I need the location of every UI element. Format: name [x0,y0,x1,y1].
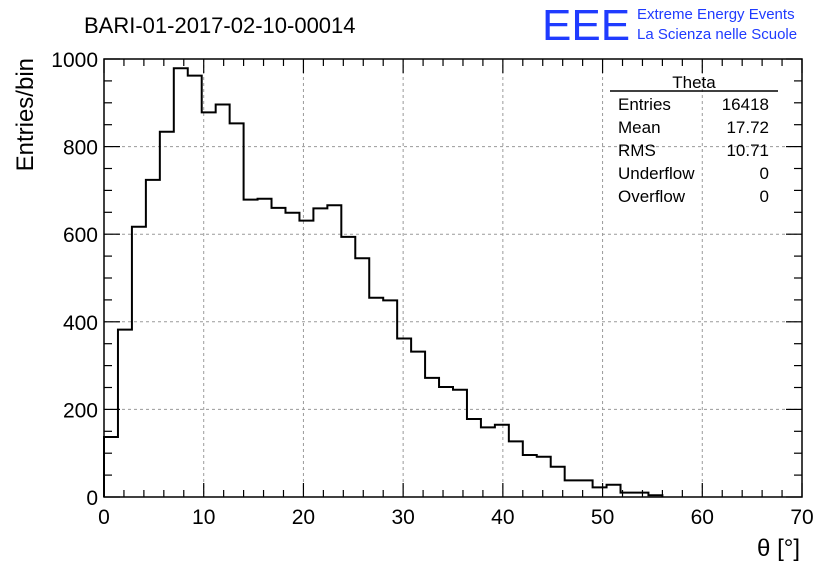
logo-mark: EEE [542,1,630,50]
stats-value-mean: 17.72 [726,118,769,137]
y-tick-label-1000: 1000 [51,49,98,72]
plot-frame [103,58,803,498]
y-tick-label-400: 400 [63,312,98,335]
logo-line-2: La Scienza nelle Scuole [637,26,797,43]
y-tick-label-600: 600 [63,224,98,247]
y-tick-labels: 0 200 400 600 800 1000 [51,49,98,510]
x-tick-label-0: 0 [98,506,110,529]
histogram-series [103,67,664,497]
x-tick-label-40: 40 [491,506,514,529]
stats-value-underflow: 0 [760,164,769,183]
stats-box: Theta Entries 16418 Mean 17.72 RMS 10.71… [610,73,778,206]
stats-value-rms: 10.71 [726,141,769,160]
stats-label-overflow: Overflow [618,187,686,206]
stats-label-mean: Mean [618,118,661,137]
stats-title: Theta [672,73,716,92]
x-tick-label-20: 20 [292,506,315,529]
x-tick-labels: 0 10 20 30 40 50 60 70 [98,506,814,529]
y-tick-label-0: 0 [86,487,98,510]
x-tick-label-70: 70 [790,506,813,529]
x-tick-label-60: 60 [691,506,714,529]
stats-label-rms: RMS [618,141,656,160]
stats-value-entries: 16418 [722,95,769,114]
y-axis-title: Entries/bin [12,58,39,171]
x-tick-label-10: 10 [192,506,215,529]
y-tick-label-800: 800 [63,137,98,160]
x-tick-label-50: 50 [591,506,614,529]
eee-logo: EEE Extreme Energy Events La Scienza nel… [542,1,797,50]
stats-label-entries: Entries [618,95,671,114]
stats-value-overflow: 0 [760,187,769,206]
stats-label-underflow: Underflow [618,164,695,183]
chart-title: BARI-01-2017-02-10-00014 [84,13,356,38]
x-axis-title: θ [°] [757,535,800,562]
axis-ticks [103,58,803,498]
logo-line-1: Extreme Energy Events [637,6,795,23]
y-tick-label-200: 200 [63,399,98,422]
x-tick-label-30: 30 [391,506,414,529]
grid-lines [104,58,802,497]
